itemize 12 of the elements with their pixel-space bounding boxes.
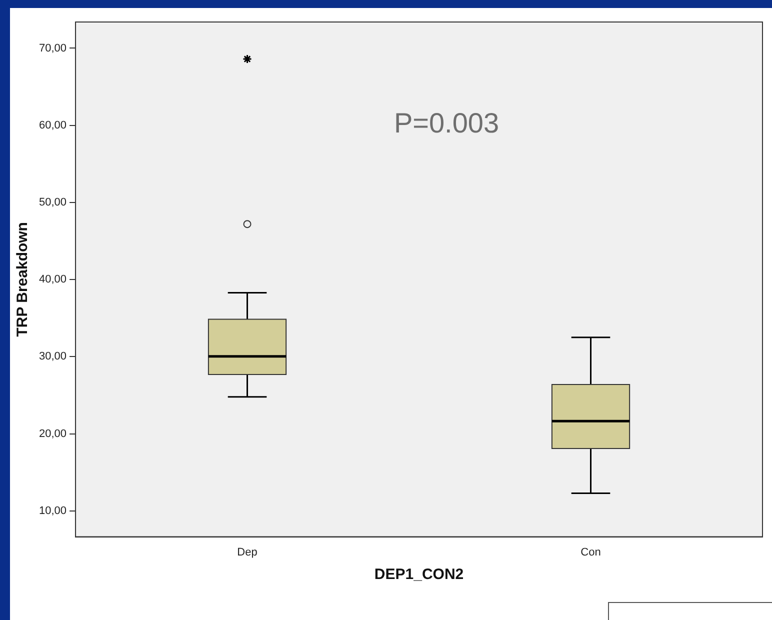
- y-tick-label: 30,00: [38, 350, 67, 363]
- annotation: P=0.003: [394, 108, 500, 139]
- y-tick-label: 10,00: [38, 504, 67, 517]
- y-axis-title: TRP Breakdown: [14, 222, 32, 337]
- y-tick-label: 60,00: [38, 119, 67, 132]
- y-tick-label: 70,00: [38, 42, 67, 54]
- x-tick-label: Dep: [237, 546, 258, 558]
- x-tick-label: Con: [580, 546, 601, 558]
- y-tick-label: 20,00: [38, 428, 67, 440]
- x-axis-title: DEP1_CON2: [374, 566, 464, 584]
- y-tick-label: 50,00: [38, 196, 67, 208]
- y-tick-label: 40,00: [38, 274, 67, 286]
